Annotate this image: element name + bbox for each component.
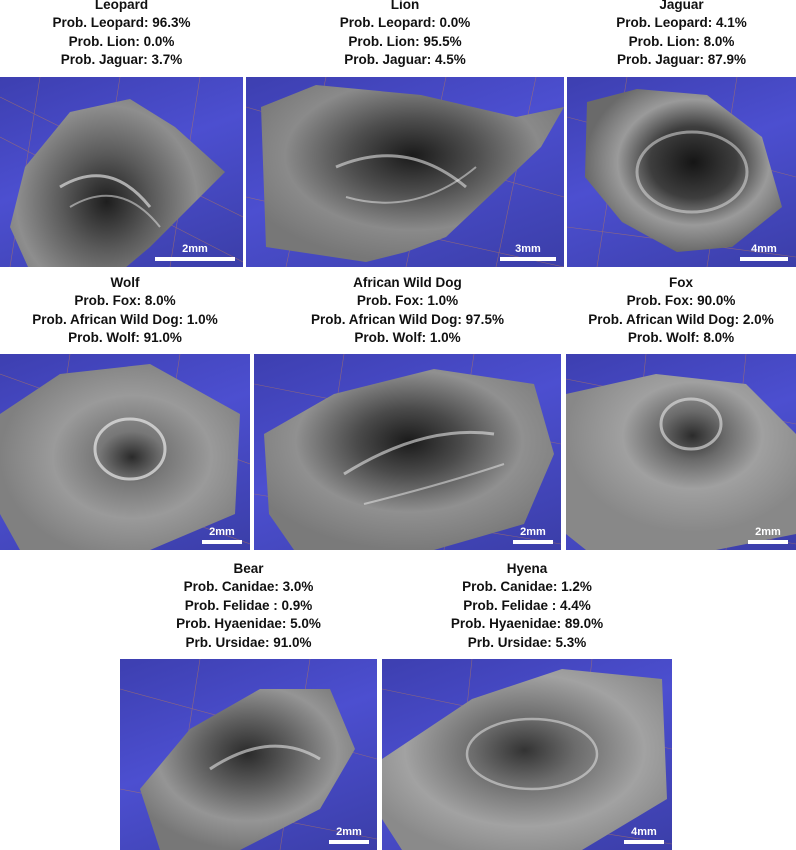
probability-line: Prob. Felidae : 4.4% <box>463 597 591 613</box>
surface-render-bear: 2mm <box>120 659 377 850</box>
panel-caption-lion: Lion Prob. Leopard: 0.0% Prob. Lion: 95.… <box>246 0 564 70</box>
panel-caption-bear: Bear Prob. Canidae: 3.0% Prob. Felidae :… <box>120 560 377 652</box>
probability-line: Prob. African Wild Dog: 1.0% <box>32 311 218 327</box>
surface-render-jaguar: 4mm <box>567 77 796 267</box>
panel-title: Lion <box>390 0 420 12</box>
scale-bar-label: 4mm <box>751 243 777 255</box>
panel-title: Jaguar <box>659 0 704 12</box>
scale-bar-label: 4mm <box>631 826 657 838</box>
probability-line: Prob. Canidae: 1.2% <box>462 579 592 595</box>
probability-line: Prob. Fox: 8.0% <box>74 293 176 309</box>
scale-bar: 4mm <box>624 826 664 844</box>
scale-bar-label: 3mm <box>515 243 541 255</box>
probability-line: Prob. Canidae: 3.0% <box>183 579 314 595</box>
probability-line: Prob. Leopard: 4.1% <box>616 15 747 31</box>
probability-line: Prob. Wolf: 1.0% <box>354 330 461 346</box>
probability-line: Prob. Wolf: 91.0% <box>68 330 182 346</box>
surface-render-hyena: 4mm <box>382 659 672 850</box>
surface-mesh-graphic <box>382 659 672 850</box>
scale-bar: 2mm <box>202 526 242 544</box>
probability-line: Prob. Fox: 1.0% <box>356 293 459 309</box>
scale-bar: 3mm <box>500 243 556 261</box>
scale-bar-label: 2mm <box>182 243 208 255</box>
surface-render-wolf: 2mm <box>0 354 250 550</box>
surface-render-fox: 2mm <box>566 354 796 550</box>
surface-mesh-graphic <box>246 77 564 267</box>
surface-mesh-graphic <box>0 77 243 267</box>
probability-line: Prob. Hyaenidae: 89.0% <box>450 616 604 632</box>
scale-bar-label: 2mm <box>336 826 362 838</box>
probability-line: Prob. Jaguar: 4.5% <box>344 52 466 68</box>
panel-caption-hyena: Hyena Prob. Canidae: 1.2% Prob. Felidae … <box>382 560 672 652</box>
panel-title: Fox <box>668 275 693 290</box>
scale-bar-label: 2mm <box>209 526 235 538</box>
panel-caption-fox: Fox Prob. Fox: 90.0% Prob. African Wild … <box>566 274 796 348</box>
scale-bar: 2mm <box>748 526 788 544</box>
surface-render-lion: 3mm <box>246 77 564 267</box>
probability-line: Prb. Ursidae: 5.3% <box>467 634 587 650</box>
surface-mesh-graphic <box>566 354 796 550</box>
probability-line: Prb. Ursidae: 91.0% <box>185 634 312 650</box>
panel-caption-jaguar: Jaguar Prob. Leopard: 4.1% Prob. Lion: 8… <box>567 0 796 70</box>
probability-line: Prob. Lion: 95.5% <box>348 33 462 49</box>
scale-bar-label: 2mm <box>520 526 546 538</box>
surface-mesh-graphic <box>120 659 377 850</box>
surface-mesh-graphic <box>0 354 250 550</box>
panel-title: Hyena <box>506 561 548 576</box>
probability-line: Prob. Fox: 90.0% <box>626 293 736 309</box>
scale-bar: 2mm <box>513 526 553 544</box>
probability-line: Prob. Jaguar: 87.9% <box>616 52 747 68</box>
probability-line: Prob. Wolf: 8.0% <box>627 330 735 346</box>
panel-title: African Wild Dog <box>353 275 462 290</box>
surface-mesh-graphic <box>567 77 796 267</box>
surface-render-leopard: 2mm <box>0 77 243 267</box>
panel-caption-wolf: Wolf Prob. Fox: 8.0% Prob. African Wild … <box>0 274 250 348</box>
scale-bar: 2mm <box>155 243 235 261</box>
probability-line: Prob. Lion: 8.0% <box>628 33 735 49</box>
panel-caption-african-wild-dog: African Wild Dog Prob. Fox: 1.0% Prob. A… <box>254 274 561 348</box>
probability-line: Prob. Lion: 0.0% <box>68 33 175 49</box>
scale-bar-label: 2mm <box>755 526 781 538</box>
probability-line: Prob. Leopard: 96.3% <box>52 15 191 31</box>
probability-line: Prob. Felidae : 0.9% <box>184 597 313 613</box>
scale-bar: 4mm <box>740 243 788 261</box>
panel-title: Wolf <box>110 275 140 290</box>
probability-line: Prob. African Wild Dog: 2.0% <box>588 311 774 327</box>
panel-caption-leopard: Leopard Prob. Leopard: 96.3% Prob. Lion:… <box>0 0 243 70</box>
probability-line: Prob. Leopard: 0.0% <box>339 15 471 31</box>
surface-mesh-graphic <box>254 354 561 550</box>
probability-line: Prob. African Wild Dog: 97.5% <box>311 311 504 327</box>
probability-line: Prob. Jaguar: 3.7% <box>60 52 183 68</box>
panel-title: Bear <box>233 561 264 576</box>
surface-render-african-wild-dog: 2mm <box>254 354 561 550</box>
probability-line: Prob. Hyaenidae: 5.0% <box>176 616 321 632</box>
panel-title: Leopard <box>94 0 149 12</box>
scale-bar: 2mm <box>329 826 369 844</box>
